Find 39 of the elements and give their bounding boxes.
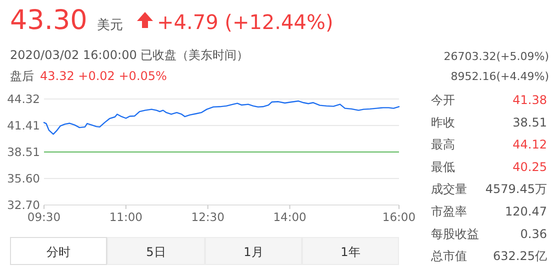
- text: 4579.45万: [485, 182, 547, 196]
- text: 最低: [431, 160, 455, 174]
- x-tick-label: 11:00: [109, 210, 142, 224]
- text: 1月: [244, 245, 264, 259]
- y-tick-label: 41.41: [7, 118, 40, 133]
- text: 632.25亿: [493, 249, 547, 264]
- text: 120.47: [505, 204, 547, 218]
- text: 市盈率: [431, 204, 467, 218]
- text: 40.25: [512, 160, 547, 174]
- text: 每股收益: [431, 226, 479, 241]
- text: 盘后: [10, 69, 34, 83]
- text: 美元: [97, 17, 123, 33]
- x-tick-label: 12:30: [191, 210, 224, 224]
- text: 5日: [146, 245, 166, 259]
- chart-title: 43.30: [10, 5, 88, 36]
- text: 44.12: [512, 138, 547, 152]
- text: 38.51: [512, 115, 547, 130]
- text: 总市值: [430, 249, 467, 264]
- text: 8952.16(+4.49%): [450, 70, 549, 83]
- text: 分时: [46, 245, 70, 259]
- text: 昨收: [431, 115, 455, 130]
- line-series: [43, 100, 400, 135]
- text: 41.38: [512, 93, 547, 107]
- text: 成交量: [431, 182, 467, 196]
- text: 0.36: [520, 226, 547, 241]
- text: 1年: [340, 245, 360, 259]
- y-tick-label: 38.51: [7, 145, 40, 159]
- text: 2020/03/02 16:00:00 已收盘（美东时间）: [10, 48, 249, 62]
- y-tick-label: 44.32: [7, 92, 40, 106]
- text: 26703.32(+5.09%): [444, 50, 549, 63]
- text: 最高: [431, 138, 455, 152]
- x-tick-label: 14:00: [273, 210, 306, 224]
- text: +4.79 (+12.44%): [157, 10, 334, 34]
- y-tick-label: 32.70: [7, 198, 40, 212]
- x-tick-label: 09:30: [27, 210, 61, 224]
- text: 43.32 +0.02 +0.05%: [40, 69, 167, 83]
- y-tick-label: 35.60: [7, 172, 40, 186]
- x-tick-label: 16:00: [382, 210, 416, 224]
- text: 今开: [431, 93, 455, 107]
